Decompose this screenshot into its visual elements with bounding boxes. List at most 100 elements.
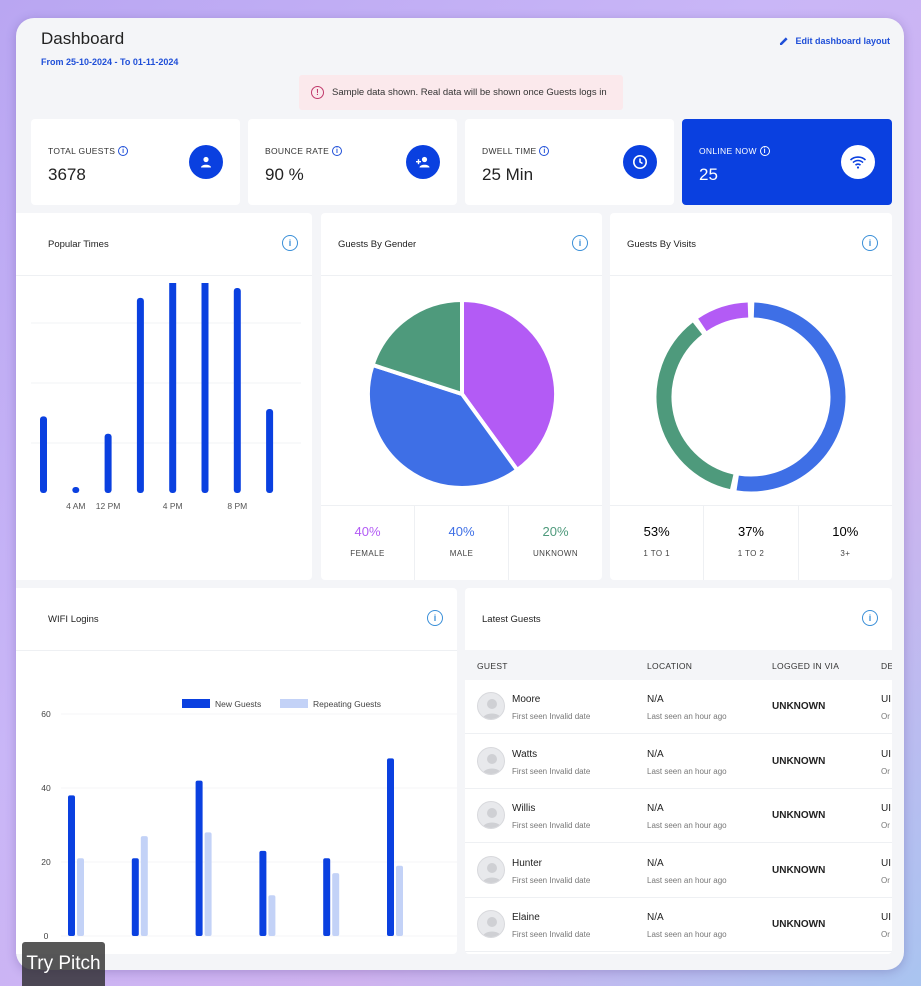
y-tick-label: 40 <box>41 783 51 793</box>
info-icon[interactable]: i <box>572 235 588 251</box>
logged-in-via: UNKNOWN <box>772 810 826 821</box>
wifi-bar <box>77 858 84 936</box>
card-title: Guests By Gender <box>338 239 417 250</box>
stat-value: 90 % <box>265 165 304 184</box>
guest-location: N/A <box>647 803 664 814</box>
info-icon[interactable]: i <box>427 610 443 626</box>
popular-times-bar <box>169 283 177 493</box>
alert-icon: ! <box>311 86 324 99</box>
guest-location: N/A <box>647 912 664 923</box>
avatar <box>477 855 505 884</box>
legend-male: 40% MALE <box>415 506 509 580</box>
wifi-bar <box>332 873 340 936</box>
stat-label: DWELL TIME <box>482 146 537 156</box>
table-row[interactable]: Willis First seen Invalid date N/A Last see… <box>465 789 892 843</box>
table-row[interactable]: Elaine First seen Invalid date N/A Last see… <box>465 898 892 952</box>
stat-card-dwell-time: DWELL TIME i 25 Min <box>465 119 674 205</box>
popular-times-bar <box>72 487 80 493</box>
guests-by-gender-card: Guests By Gender i 40% FEMALE 40% MALE 20%… <box>321 213 602 580</box>
guest-name[interactable]: Moore <box>512 694 541 705</box>
info-icon[interactable]: i <box>539 146 550 156</box>
legend-swatch <box>280 699 308 708</box>
pie-slice-unknown <box>370 297 464 397</box>
device-sub: Or <box>881 875 890 885</box>
first-seen: First seen Invalid date <box>512 712 591 721</box>
column-location[interactable]: LOCATION <box>647 661 693 671</box>
guest-name[interactable]: Hunter <box>512 857 543 869</box>
person-add-icon <box>406 145 440 179</box>
stat-value: 25 <box>699 165 718 184</box>
stat-value: 3678 <box>48 165 86 184</box>
guest-name[interactable]: Watts <box>512 748 538 760</box>
info-icon[interactable]: i <box>862 235 878 251</box>
legend-1-to-1: 53% 1 TO 1 <box>610 506 705 580</box>
info-icon[interactable]: i <box>759 146 770 156</box>
guest-location: N/A <box>647 857 664 869</box>
device: UI <box>881 803 891 814</box>
wifi-bar <box>387 758 394 936</box>
try-pitch-badge[interactable]: Try Pitch <box>22 942 105 986</box>
guest-name[interactable]: Willis <box>512 803 536 814</box>
guest-location: N/A <box>647 694 664 705</box>
wifi-bar <box>268 895 276 936</box>
column-guest[interactable]: GUEST <box>477 661 508 671</box>
logged-in-via: UNKNOWN <box>772 864 826 876</box>
popular-times-card: Popular Times i 4 AM 12 PM 4 PM 8 PM <box>16 213 312 580</box>
card-title: Latest Guests <box>482 614 541 625</box>
logged-in-via: UNKNOWN <box>772 919 826 930</box>
wifi-bar <box>140 836 148 936</box>
guest-name[interactable]: Elaine <box>512 912 540 923</box>
person-icon <box>189 145 223 179</box>
table-row[interactable]: Watts First seen Invalid date N/A Last seen… <box>465 735 892 789</box>
popular-times-bar <box>266 409 274 493</box>
stat-card-online-now: ONLINE NOW i 25 <box>682 119 892 205</box>
latest-guests-card: Latest Guests i GUEST LOCATION LOGGED IN… <box>465 588 892 954</box>
pencil-icon <box>780 37 789 45</box>
last-seen: Last seen an hour ago <box>647 875 727 885</box>
donut-slice <box>656 322 734 490</box>
gender-legend: 40% FEMALE 40% MALE 20% UNKNOWN <box>321 505 602 580</box>
edit-dashboard-layout-button[interactable]: Edit dashboard layout <box>779 36 890 46</box>
edit-dashboard-layout-label: Edit dashboard layout <box>795 36 890 46</box>
stat-label: TOTAL GUESTS <box>48 146 116 156</box>
legend-1-to-2: 37% 1 TO 2 <box>704 506 799 580</box>
wifi-bar <box>68 795 75 936</box>
visits-legend: 53% 1 TO 1 37% 1 TO 2 10% 3+ <box>610 505 892 580</box>
donut-slice <box>698 302 749 332</box>
table-header: GUEST LOCATION LOGGED IN VIA DE <box>465 650 892 680</box>
table-row[interactable]: Hunter First seen Invalid date N/A Last see… <box>465 844 892 898</box>
legend-swatch <box>182 699 210 708</box>
info-icon[interactable]: i <box>282 235 298 251</box>
device-sub: Or <box>881 930 890 939</box>
stat-label: BOUNCE RATE <box>265 146 330 156</box>
x-tick-label: 12 PM <box>96 501 121 511</box>
first-seen: First seen Invalid date <box>512 766 591 776</box>
info-icon[interactable]: i <box>118 146 129 156</box>
sample-data-banner: ! Sample data shown. Real data will be s… <box>299 75 623 110</box>
y-tick-label: 20 <box>41 857 51 867</box>
info-icon[interactable]: i <box>332 146 343 156</box>
x-tick-label: 8 PM <box>227 501 247 511</box>
column-device[interactable]: DE <box>881 661 892 671</box>
avatar <box>477 910 505 938</box>
wifi-bar <box>204 832 212 936</box>
table-row[interactable]: Moore First seen Invalid date N/A Last seen… <box>465 680 892 734</box>
pie-slice-female <box>460 297 558 473</box>
wifi-icon <box>841 145 875 179</box>
device: UI <box>881 748 891 760</box>
info-icon[interactable]: i <box>862 610 878 626</box>
date-range[interactable]: From 25-10-2024 - To 01-11-2024 <box>41 57 179 67</box>
legend-label: New Guests <box>215 699 261 709</box>
card-title: Popular Times <box>48 239 109 250</box>
guests-by-visits-card: Guests By Visits i 53% 1 TO 1 37% 1 TO 2 1… <box>610 213 892 580</box>
x-tick-label: 4 PM <box>163 501 183 511</box>
wifi-bar <box>195 780 203 936</box>
gender-pie-chart <box>366 297 558 490</box>
last-seen: Last seen an hour ago <box>647 712 727 721</box>
device: UI <box>881 912 891 923</box>
column-logged-in-via[interactable]: LOGGED IN VIA <box>772 661 840 671</box>
popular-times-bar <box>40 416 47 493</box>
last-seen: Last seen an hour ago <box>647 930 727 939</box>
first-seen: First seen Invalid date <box>512 821 591 830</box>
